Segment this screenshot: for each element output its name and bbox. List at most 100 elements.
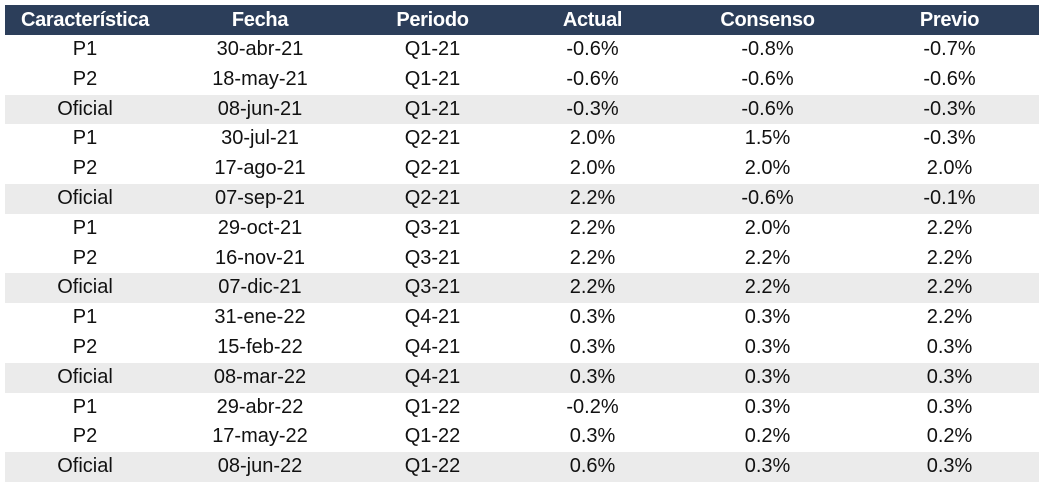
cell-periodo: Q1-22 — [404, 425, 461, 448]
cell-periodo: Q1-22 — [404, 455, 461, 478]
table-body: P1 30-abr-21 Q1-21 -0.6% -0.8% -0.7% P2 18-may-… — [5, 35, 1039, 482]
cell-fecha: 08-jun-22 — [217, 455, 303, 478]
cell-periodo: Q2-21 — [404, 186, 461, 209]
cell-previo: -0.7% — [923, 38, 976, 60]
table-row: Oficial 08-jun-22 Q1-22 0.6% 0.3% 0.3% — [5, 452, 1039, 482]
cell-periodo: Q4-21 — [404, 335, 461, 358]
cell-consenso: 0.3% — [744, 306, 791, 329]
cell-previo: -0.3% — [923, 127, 976, 150]
cell-actual: -0.6% — [566, 67, 619, 90]
cell-actual: 2.2% — [569, 276, 616, 299]
cell-caracteristica: P2 — [72, 425, 98, 448]
cell-consenso: 0.3% — [744, 335, 791, 358]
cell-caracteristica: P2 — [72, 157, 98, 180]
cell-fecha: 29-oct-21 — [217, 216, 303, 239]
cell-periodo: Q3-21 — [404, 276, 461, 299]
cell-consenso: 1.5% — [744, 127, 791, 150]
cell-fecha: 29-abr-22 — [216, 395, 304, 418]
cell-actual: 0.3% — [569, 306, 616, 329]
cell-consenso: 0.2% — [744, 425, 791, 448]
table-header-row: Característica Fecha Periodo Actual Cons… — [5, 5, 1039, 35]
cell-periodo: Q1-21 — [404, 67, 461, 90]
cell-periodo: Q3-21 — [404, 216, 461, 239]
cell-previo: -0.6% — [923, 67, 976, 90]
cell-actual: 0.3% — [569, 335, 616, 358]
cell-fecha: 18-may-21 — [212, 67, 308, 90]
header-actual: Actual — [562, 9, 623, 31]
table-row: P2 18-may-21 Q1-21 -0.6% -0.6% -0.6% — [5, 65, 1039, 95]
table-row: Oficial 07-sep-21 Q2-21 2.2% -0.6% -0.1% — [5, 183, 1039, 214]
cell-actual: -0.6% — [566, 38, 619, 60]
cell-fecha: 31-ene-22 — [214, 306, 306, 329]
cell-fecha: 30-jul-21 — [221, 127, 299, 150]
cell-actual: 0.3% — [569, 365, 616, 388]
cell-fecha: 15-feb-22 — [217, 335, 303, 358]
cell-fecha: 30-abr-21 — [216, 38, 304, 60]
cell-caracteristica: P1 — [72, 306, 98, 329]
cell-caracteristica: P1 — [72, 216, 98, 239]
cell-caracteristica: P1 — [72, 395, 98, 418]
table-row: Oficial 07-dic-21 Q3-21 2.2% 2.2% 2.2% — [5, 273, 1039, 304]
cell-consenso: -0.6% — [741, 67, 794, 90]
cell-caracteristica: Oficial — [57, 97, 113, 120]
table-row: P2 17-ago-21 Q2-21 2.0% 2.0% 2.0% — [5, 154, 1039, 184]
cell-fecha: 17-ago-21 — [214, 157, 306, 180]
cell-consenso: -0.8% — [741, 38, 794, 60]
cell-previo: -0.1% — [923, 186, 976, 209]
cell-previo: 0.3% — [926, 455, 973, 478]
cell-periodo: Q3-21 — [404, 246, 461, 269]
cell-fecha: 07-sep-21 — [214, 186, 306, 209]
cell-previo: 0.2% — [926, 425, 973, 448]
data-table: Característica Fecha Periodo Actual Cons… — [5, 5, 1039, 482]
header-previo: Previo — [919, 9, 980, 31]
header-fecha: Fecha — [231, 9, 289, 31]
cell-consenso: -0.6% — [741, 186, 794, 209]
cell-periodo: Q2-21 — [404, 157, 461, 180]
cell-consenso: 0.3% — [744, 455, 791, 478]
cell-previo: 2.2% — [926, 306, 973, 329]
cell-periodo: Q2-21 — [404, 127, 461, 150]
cell-previo: 0.3% — [926, 395, 973, 418]
header-caracteristica: Característica — [20, 9, 150, 31]
cell-caracteristica: Oficial — [57, 455, 113, 478]
cell-fecha: 16-nov-21 — [214, 246, 306, 269]
cell-fecha: 17-may-22 — [212, 425, 308, 448]
cell-previo: 2.0% — [926, 157, 973, 180]
table-row: P1 31-ene-22 Q4-21 0.3% 0.3% 2.2% — [5, 303, 1039, 333]
cell-consenso: 0.3% — [744, 365, 791, 388]
cell-fecha: 08-jun-21 — [217, 97, 303, 120]
cell-periodo: Q4-21 — [404, 365, 461, 388]
cell-caracteristica: Oficial — [57, 276, 113, 299]
cell-actual: 2.2% — [569, 186, 616, 209]
cell-consenso: 2.0% — [744, 157, 791, 180]
table-row: Oficial 08-jun-21 Q1-21 -0.3% -0.6% -0.3% — [5, 94, 1039, 125]
cell-consenso: 2.0% — [744, 216, 791, 239]
table-row: P1 29-abr-22 Q1-22 -0.2% 0.3% 0.3% — [5, 393, 1039, 423]
table-row: P2 17-may-22 Q1-22 0.3% 0.2% 0.2% — [5, 422, 1039, 452]
table-row: Oficial 08-mar-22 Q4-21 0.3% 0.3% 0.3% — [5, 362, 1039, 393]
cell-previo: 0.3% — [926, 335, 973, 358]
cell-actual: 2.2% — [569, 246, 616, 269]
cell-caracteristica: P2 — [72, 67, 98, 90]
cell-periodo: Q4-21 — [404, 306, 461, 329]
cell-previo: -0.3% — [923, 97, 976, 120]
cell-previo: 2.2% — [926, 246, 973, 269]
cell-actual: -0.3% — [566, 97, 619, 120]
cell-caracteristica: P2 — [72, 246, 98, 269]
cell-actual: -0.2% — [566, 395, 619, 418]
cell-consenso: -0.6% — [741, 97, 794, 120]
cell-fecha: 08-mar-22 — [213, 365, 307, 388]
cell-caracteristica: P1 — [72, 127, 98, 150]
table-row: P2 16-nov-21 Q3-21 2.2% 2.2% 2.2% — [5, 244, 1039, 274]
cell-caracteristica: P2 — [72, 335, 98, 358]
cell-actual: 0.6% — [569, 455, 616, 478]
table-row: P2 15-feb-22 Q4-21 0.3% 0.3% 0.3% — [5, 333, 1039, 363]
cell-previo: 0.3% — [926, 365, 973, 388]
cell-actual: 2.0% — [569, 127, 616, 150]
cell-actual: 2.0% — [569, 157, 616, 180]
cell-previo: 2.2% — [926, 216, 973, 239]
cell-periodo: Q1-21 — [404, 38, 461, 60]
cell-consenso: 0.3% — [744, 395, 791, 418]
cell-periodo: Q1-22 — [404, 395, 461, 418]
cell-actual: 2.2% — [569, 216, 616, 239]
